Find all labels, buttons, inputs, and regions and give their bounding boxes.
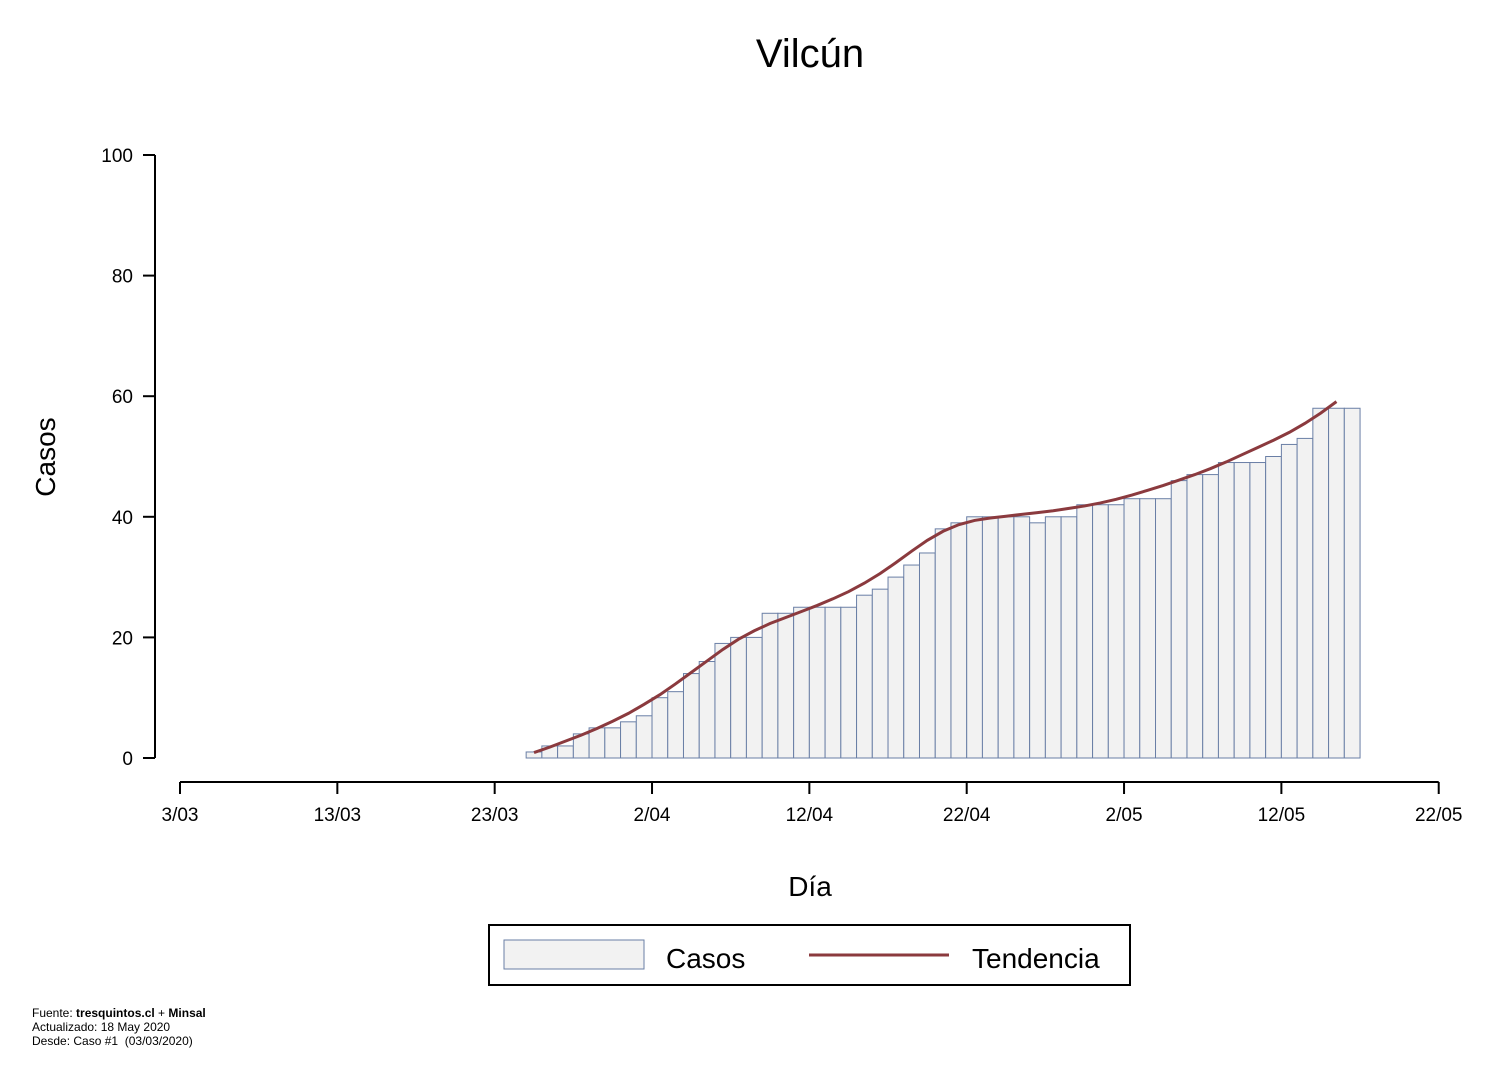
bar-casos (903, 564, 920, 759)
bar-casos (1202, 474, 1219, 759)
bar-casos (1155, 498, 1172, 759)
bar-casos (604, 727, 622, 759)
footer: Fuente: tresquintos.cl + Minsal Actualiz… (32, 1006, 206, 1048)
y-tick-label: 60 (112, 387, 133, 408)
x-tick-label: 13/03 (314, 805, 362, 826)
legend-label-casos: Casos (666, 943, 745, 974)
x-tick-label: 3/03 (162, 805, 199, 826)
x-tick-label: 2/05 (1106, 805, 1143, 826)
y-tick-label: 20 (112, 628, 133, 649)
bar-casos (1092, 504, 1109, 759)
bar-casos (620, 721, 637, 759)
bar-casos (745, 636, 763, 759)
bar-casos (635, 715, 653, 759)
bar-casos (856, 594, 873, 759)
x-tick-label: 12/04 (786, 805, 834, 826)
bar-casos (1139, 498, 1157, 759)
bar-casos (1170, 480, 1188, 759)
bar-casos (525, 751, 543, 759)
footer-since: Desde: Caso #1 (03/03/2020) (32, 1034, 193, 1048)
chart-title: Vilcún (756, 32, 864, 76)
y-axis: 0 20 40 60 80 100 (101, 146, 156, 770)
x-tick-label: 12/05 (1258, 805, 1306, 826)
x-axis-label: Día (788, 871, 832, 902)
bar-casos (997, 516, 1015, 759)
bar-casos (808, 606, 826, 759)
y-tick-label: 40 (112, 508, 133, 529)
x-tick-label: 2/04 (634, 805, 671, 826)
bar-casos (1029, 522, 1046, 759)
bar-casos (777, 612, 795, 759)
bar-casos (934, 528, 952, 759)
bar-casos (871, 588, 889, 759)
x-tick-label: 23/03 (471, 805, 519, 826)
bar-casos (793, 606, 810, 759)
bar-casos (1312, 407, 1330, 759)
legend-swatch-casos (503, 939, 645, 970)
y-tick-label: 0 (122, 749, 133, 770)
bar-casos (1265, 456, 1282, 759)
bar-casos (1249, 462, 1267, 759)
bar-casos (1217, 462, 1235, 759)
bar-casos (1123, 498, 1141, 759)
bar-casos (557, 745, 574, 759)
bar-casos (1060, 516, 1078, 759)
bar-casos (651, 697, 669, 759)
bar-casos (981, 516, 999, 759)
legend-label-tendencia: Tendencia (972, 943, 1100, 974)
x-axis: 3/03 13/03 23/03 2/04 12/04 22/04 2/05 12/05 22/… (162, 781, 1463, 826)
bars-group (525, 407, 1361, 759)
bar-casos (1044, 516, 1062, 759)
bar-casos (1076, 504, 1094, 759)
bar-casos (840, 606, 858, 759)
footer-source: Fuente: tresquintos.cl + Minsal (32, 1006, 206, 1020)
bar-casos (919, 552, 936, 759)
bar-casos (1233, 462, 1251, 759)
bar-casos (950, 522, 968, 759)
bar-casos (1013, 516, 1031, 759)
bar-casos (730, 636, 747, 759)
bar-casos (1296, 437, 1314, 759)
legend: Casos Tendencia (488, 924, 1131, 986)
bar-casos (698, 661, 716, 759)
bar-casos (667, 691, 684, 759)
y-tick-label: 80 (112, 267, 133, 288)
y-axis-label: Casos (30, 417, 61, 496)
bar-casos (1343, 407, 1361, 759)
bar-casos (682, 673, 700, 759)
bar-casos (714, 642, 732, 759)
bar-casos (966, 516, 983, 759)
trend-line (533, 400, 1338, 754)
y-tick-label: 100 (101, 146, 133, 167)
bar-casos (1280, 443, 1298, 759)
x-tick-label: 22/04 (943, 805, 991, 826)
bar-casos (761, 612, 779, 759)
footer-updated: Actualizado: 18 May 2020 (32, 1020, 171, 1034)
bar-casos (1328, 407, 1345, 759)
bar-casos (887, 576, 905, 759)
bar-casos (824, 606, 842, 759)
x-tick-label: 22/05 (1415, 805, 1463, 826)
bar-casos (1107, 504, 1125, 759)
bar-casos (1186, 474, 1204, 759)
